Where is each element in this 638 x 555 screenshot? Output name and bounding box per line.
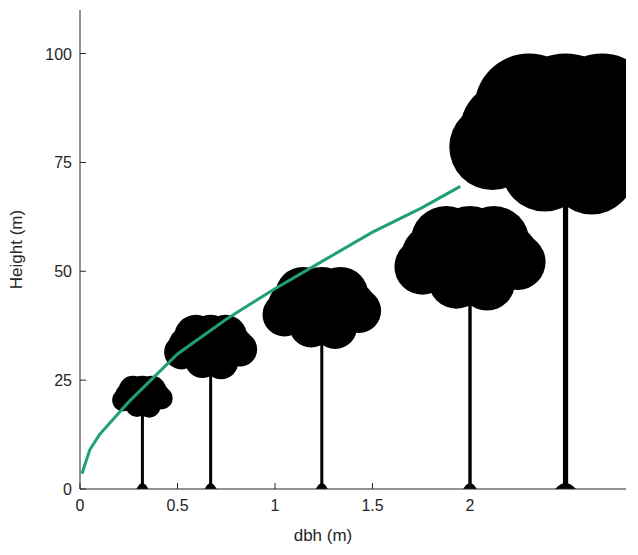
tree-crown-lobe [459, 255, 515, 311]
y-axis [80, 10, 81, 489]
fit-curve [82, 186, 460, 473]
y-tick-label: 50 [54, 263, 72, 280]
tree-base [316, 483, 328, 489]
tree-crown-lobe [204, 345, 238, 379]
tree-crown-lobe [549, 128, 626, 214]
y-tick-label: 75 [54, 154, 72, 171]
tree-base [136, 483, 148, 489]
tree-base [205, 483, 217, 489]
chart-svg: 0 0.5 1 1.5 2 0 25 50 75 100 dbh (m) Height (m) [0, 0, 638, 555]
x-tick-label: 1 [271, 497, 280, 514]
x-axis [80, 489, 626, 490]
y-tick-label: 100 [45, 46, 72, 63]
tree-base [555, 483, 576, 489]
y-tick-label: 0 [63, 481, 72, 498]
tree [112, 376, 172, 489]
x-tick [275, 483, 276, 489]
y-tick [80, 271, 86, 272]
tree [394, 206, 545, 489]
y-axis-title: Height (m) [7, 210, 26, 289]
x-tick [372, 483, 373, 489]
x-tick-label: 0 [76, 497, 85, 514]
y-tick-label: 25 [54, 372, 72, 389]
tree-crown-lobe [313, 305, 357, 349]
x-tick [470, 483, 471, 489]
tree-base [463, 483, 477, 489]
tree [449, 54, 626, 489]
x-tick [80, 483, 81, 489]
x-tick-label: 2 [466, 497, 475, 514]
y-tick [80, 53, 86, 54]
x-tick-label: 1.5 [361, 497, 383, 514]
tree-crown-lobe [138, 395, 160, 417]
chart-container: 0 0.5 1 1.5 2 0 25 50 75 100 dbh (m) Height (m) [0, 0, 638, 555]
x-tick-label: 0.5 [166, 497, 188, 514]
y-tick [80, 489, 86, 490]
y-tick [80, 162, 86, 163]
plot-marks [82, 54, 626, 489]
x-axis-title: dbh (m) [294, 526, 353, 545]
tree [164, 315, 257, 489]
tree [263, 267, 382, 489]
y-tick [80, 380, 86, 381]
x-tick [177, 483, 178, 489]
